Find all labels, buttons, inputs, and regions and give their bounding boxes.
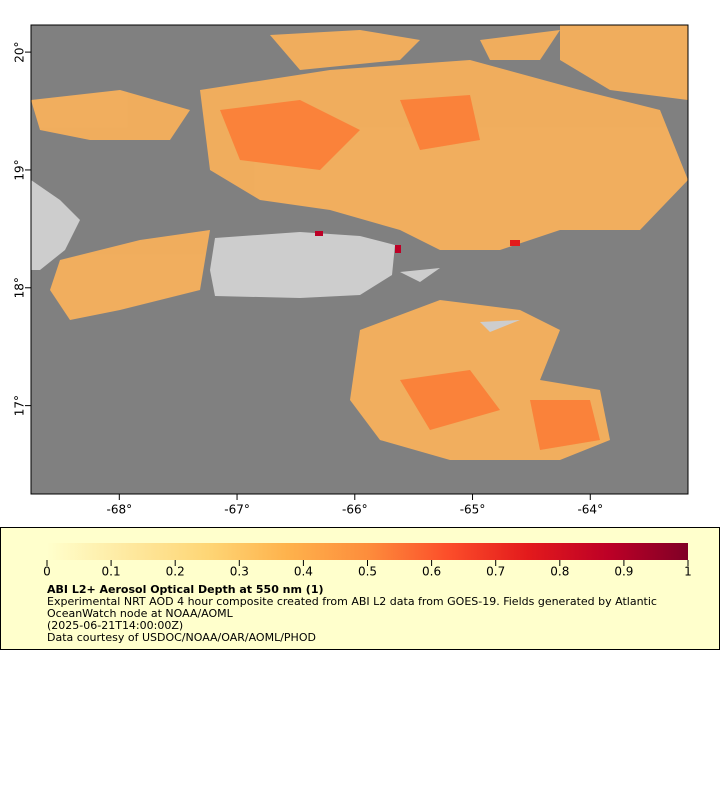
x-tick-label: -65° <box>460 503 486 517</box>
legend-line: Data courtesy of USDOC/NOAA/OAR/AOML/PHO… <box>47 631 316 644</box>
map-frame <box>30 24 689 495</box>
colorbar-tick-label: 0.2 <box>166 565 185 579</box>
legend-line: OceanWatch node at NOAA/AOML <box>47 607 234 620</box>
y-tick-label: 17° <box>13 395 27 416</box>
colorbar-tick-label: 0.9 <box>614 565 633 579</box>
legend-line: Experimental NRT AOD 4 hour composite cr… <box>47 595 657 608</box>
colorbar-tick-label: 0.1 <box>102 565 121 579</box>
colorbar-tick-label: 0.4 <box>294 565 313 579</box>
legend-line: (2025-06-21T14:00:00Z) <box>47 619 183 632</box>
legend-title: ABI L2+ Aerosol Optical Depth at 550 nm … <box>47 583 324 596</box>
colorbar-tick-label: 1 <box>684 565 692 579</box>
colorbar-tick-label: 0 <box>43 565 51 579</box>
y-tick-label: 19° <box>13 159 27 180</box>
y-tick-label: 18° <box>13 277 27 298</box>
map-image <box>31 25 688 494</box>
colorbar-tick-label: 0.5 <box>358 565 377 579</box>
colorbar-tick-label: 0.3 <box>230 565 249 579</box>
x-tick-label: -67° <box>224 503 250 517</box>
colorbar-tick-label: 0.7 <box>486 565 505 579</box>
y-tick-label: 20° <box>13 41 27 62</box>
colorbar-tick-label: 0.8 <box>550 565 569 579</box>
x-tick-label: -68° <box>107 503 133 517</box>
x-tick-label: -64° <box>577 503 603 517</box>
colorbar-tick-label: 0.6 <box>422 565 441 579</box>
x-tick-label: -66° <box>342 503 368 517</box>
colorbar <box>47 543 688 560</box>
